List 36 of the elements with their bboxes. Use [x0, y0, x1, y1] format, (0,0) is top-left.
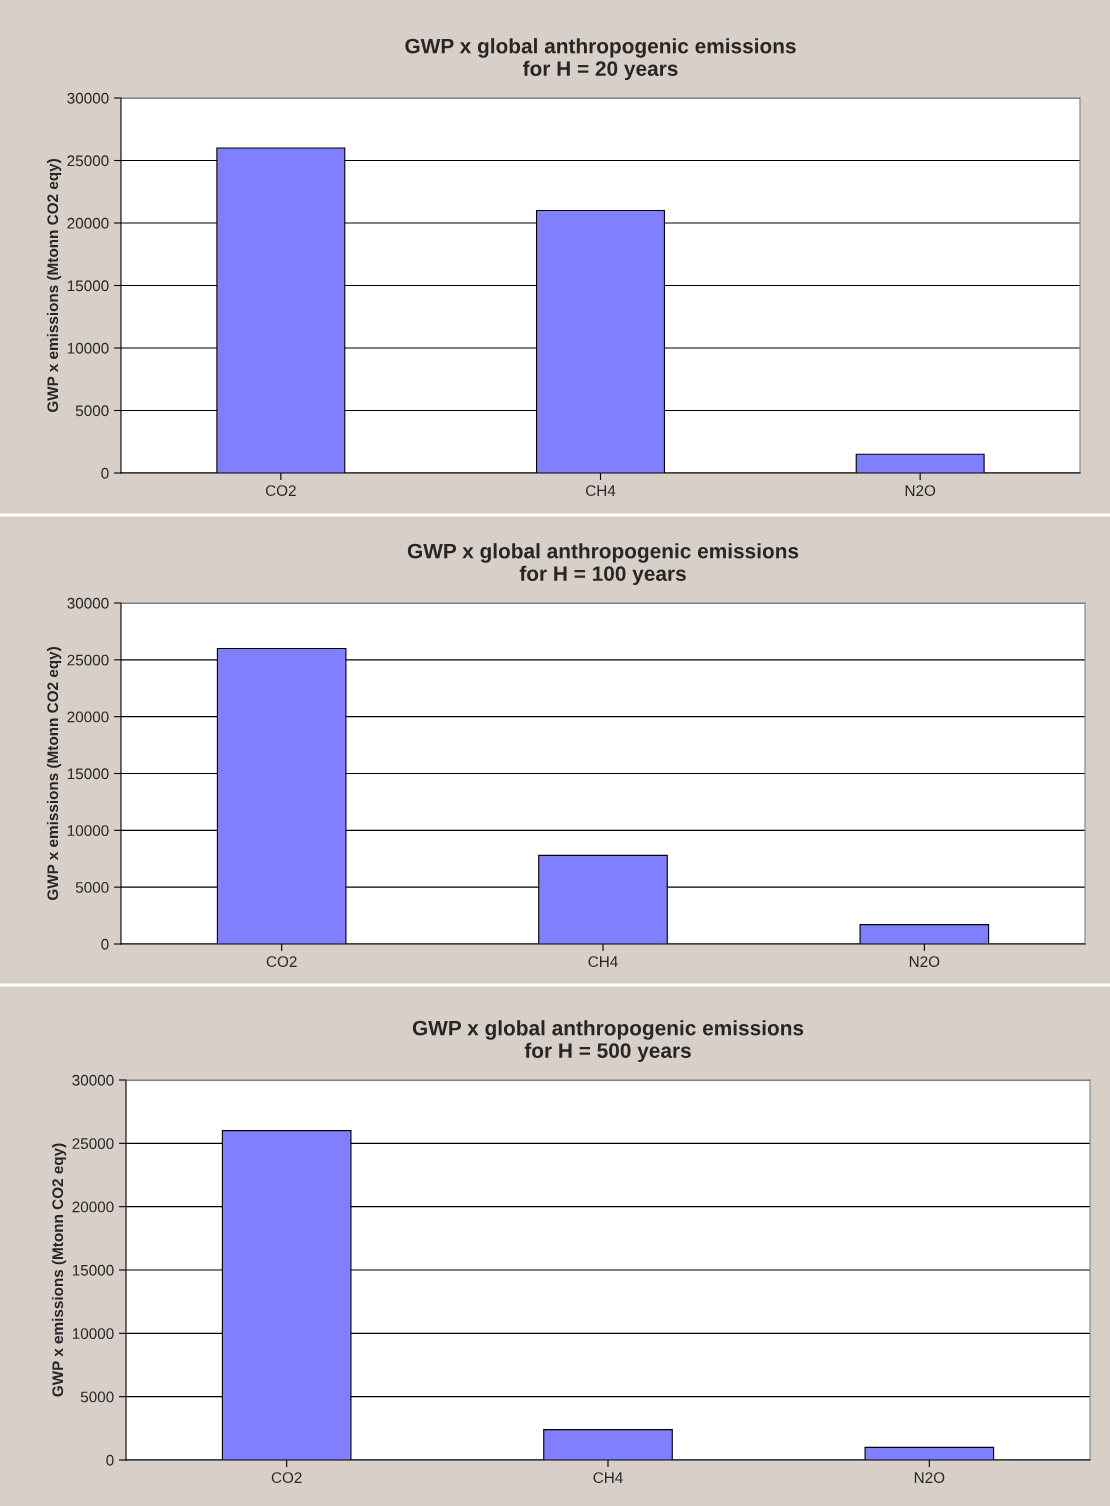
x-tick-label: N2O	[909, 956, 940, 968]
y-tick-label: 15000	[72, 1264, 114, 1276]
x-tick-label: CH4	[585, 485, 616, 497]
y-tick-label: 5000	[75, 882, 109, 893]
y-tick-label: 0	[106, 1454, 114, 1466]
y-tick-label: 20000	[72, 1201, 114, 1213]
chart-title: GWP x global anthropogenic emissions for H = 100 years	[407, 543, 799, 586]
x-tick-label: CO2	[266, 956, 297, 968]
x-tick-label: CH4	[593, 1472, 623, 1484]
x-tick-label: N2O	[905, 485, 936, 497]
y-tick-label: 0	[101, 467, 109, 479]
chart-title: GWP x global anthropogenic emissions for H = 20 years	[405, 38, 796, 81]
y-tick-label: 30000	[72, 1074, 114, 1086]
y-tick-label: 5000	[75, 405, 109, 417]
y-tick-label: 15000	[67, 768, 109, 780]
y-tick-label: 25000	[67, 654, 109, 666]
y-tick-label: 10000	[67, 342, 109, 354]
x-tick-label: N2O	[914, 1472, 945, 1484]
y-tick-label: 20000	[67, 217, 109, 229]
y-tick-label: 10000	[72, 1328, 114, 1340]
y-tick-label: 25000	[72, 1138, 114, 1150]
y-tick-label: 25000	[67, 155, 109, 167]
y-axis-title: GWP x emissions (Mtonn CO2 eqy)	[51, 1143, 67, 1397]
y-tick-label: 5000	[80, 1391, 114, 1403]
y-tick-label: 10000	[67, 825, 109, 837]
y-tick-label: 20000	[67, 711, 109, 723]
chart-title: GWP x global anthropogenic emissions for H = 500 years	[412, 1020, 804, 1063]
x-tick-label: CO2	[265, 485, 296, 497]
x-tick-label: CO2	[271, 1472, 302, 1484]
y-axis-title: GWP x emissions (Mtonn CO2 eqy)	[46, 647, 62, 901]
y-tick-label: 30000	[67, 597, 109, 609]
y-tick-label: 15000	[67, 280, 109, 292]
y-tick-label: 0	[101, 938, 109, 950]
y-axis-title: GWP x emissions (Mtonn CO2 eqy)	[46, 159, 62, 413]
x-tick-label: CH4	[588, 956, 618, 968]
y-tick-label: 30000	[67, 92, 109, 104]
